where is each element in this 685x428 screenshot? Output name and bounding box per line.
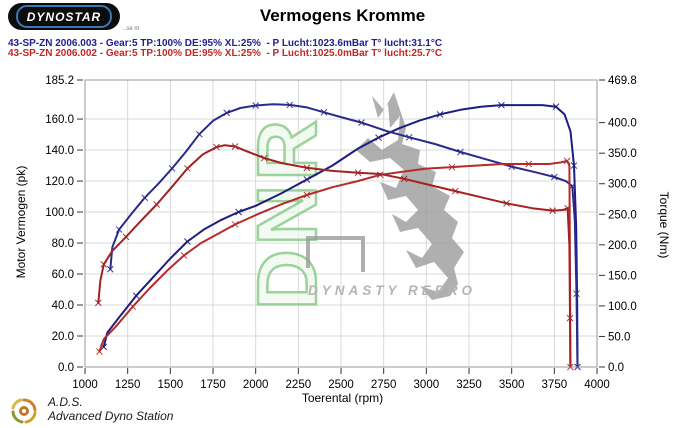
run-info-line-1: 43-SP-ZN 2006.003 - Gear:5 TP:100% DE:95…	[8, 38, 443, 49]
x-tick-label: 1000	[72, 379, 98, 391]
dynostar-logo-subtext: ..se m	[123, 26, 140, 32]
data-series-markers	[106, 101, 580, 298]
y-left-tick-label: 160.0	[45, 114, 74, 126]
x-axis-title: Toerental (rpm)	[301, 391, 384, 405]
dynostar-logo-text: DYNOSTAR	[26, 9, 102, 24]
watermark-name: DYNASTY REPRO	[308, 283, 476, 298]
y-left-tick-label: 20.0	[52, 331, 74, 343]
data-series-markers	[100, 101, 581, 371]
x-tick-label: 1750	[200, 379, 226, 391]
dynostar-logo-ring: DYNOSTAR	[15, 5, 113, 28]
y-axis-right-title: Torque (Nm)	[657, 191, 671, 259]
y-right-tick-label: 469.8	[608, 75, 637, 87]
data-series-markers	[94, 143, 574, 322]
x-tick-label: 2500	[328, 379, 354, 391]
y-left-tick-label: 100.0	[45, 207, 74, 219]
ads-abbreviation: A.D.S.	[48, 395, 83, 409]
y-left-tick-label: 0.0	[58, 362, 74, 374]
data-series-markers	[96, 157, 574, 371]
x-tick-label: 3000	[414, 379, 440, 391]
dynostar-logo: DYNOSTAR	[8, 3, 120, 30]
ads-full-name: Advanced Dyno Station	[48, 409, 174, 423]
y-left-tick-label: 185.2	[45, 75, 74, 87]
x-tick-label: 3250	[456, 379, 482, 391]
x-tick-label: 2250	[286, 379, 312, 391]
y-right-tick-label: 50.0	[608, 331, 630, 343]
watermark-dragon-shape	[356, 92, 464, 300]
x-tick-label: 3750	[542, 379, 568, 391]
data-series-line	[98, 159, 572, 368]
y-axis-left-title: Motor Vermogen (pk)	[14, 165, 28, 279]
y-left-tick-label: 140.0	[45, 145, 74, 157]
y-right-tick-label: 150.0	[608, 270, 637, 282]
y-left-tick-label: 120.0	[45, 176, 74, 188]
y-right-tick-label: 200.0	[608, 240, 637, 252]
ads-swirl-icon	[11, 398, 37, 424]
data-series-line	[109, 103, 579, 368]
y-left-tick-label: 80.0	[52, 238, 74, 250]
y-right-tick-label: 100.0	[608, 301, 637, 313]
x-tick-label: 1500	[158, 379, 184, 391]
data-series-line	[97, 144, 572, 368]
y-right-tick-label: 250.0	[608, 209, 637, 221]
x-tick-label: 4000	[584, 379, 610, 391]
plot-border	[84, 79, 598, 368]
watermark-letters: DNR	[240, 116, 334, 310]
watermark-bracket-shape	[306, 236, 365, 272]
x-tick-label: 1250	[115, 379, 141, 391]
x-tick-label: 2750	[371, 379, 397, 391]
y-right-tick-label: 400.0	[608, 118, 637, 130]
y-right-tick-label: 300.0	[608, 179, 637, 191]
x-tick-label: 2000	[243, 379, 269, 391]
y-left-tick-label: 60.0	[52, 269, 74, 281]
run-info-line-2: 43-SP-ZN 2006.002 - Gear:5 TP:100% DE:95…	[8, 48, 443, 59]
y-right-tick-label: 350.0	[608, 148, 637, 160]
y-left-tick-label: 40.0	[52, 300, 74, 312]
ads-footer: A.D.S. Advanced Dyno Station	[8, 396, 173, 426]
y-right-tick-label: 0.0	[608, 362, 624, 374]
page-title: Vermogens Kromme	[259, 6, 426, 25]
x-tick-label: 3500	[499, 379, 525, 391]
